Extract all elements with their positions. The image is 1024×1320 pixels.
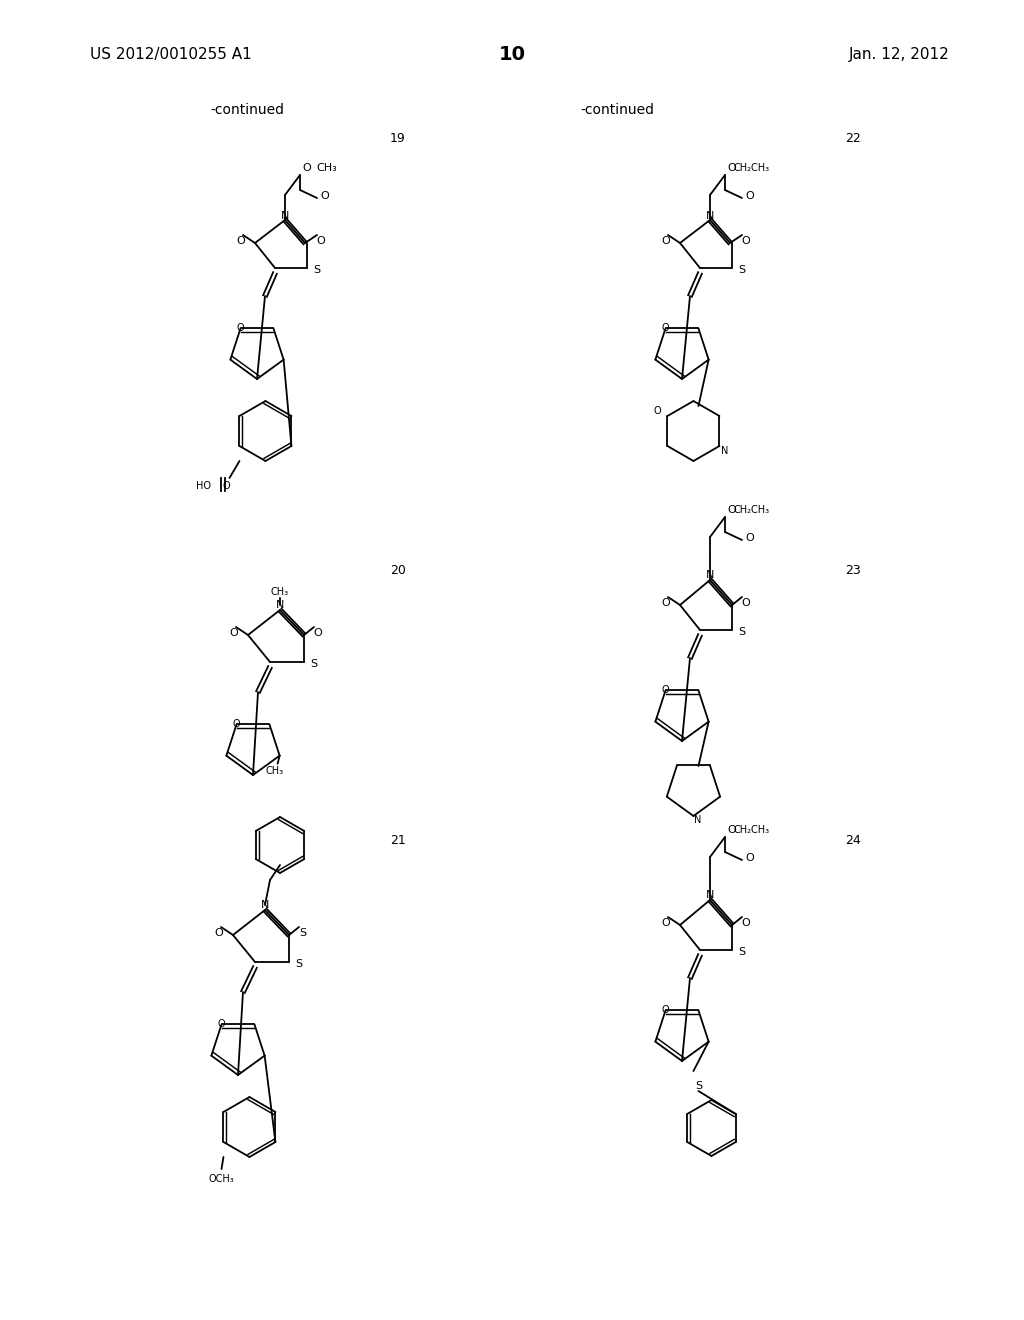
Text: O: O xyxy=(662,917,671,928)
Text: O: O xyxy=(741,598,751,609)
Text: O: O xyxy=(745,853,755,863)
Text: O: O xyxy=(741,236,751,246)
Text: O: O xyxy=(662,1006,670,1015)
Text: S: S xyxy=(310,659,317,669)
Text: O: O xyxy=(215,928,223,939)
Text: OCH₃: OCH₃ xyxy=(209,1173,234,1184)
Text: 19: 19 xyxy=(390,132,406,144)
Text: O: O xyxy=(741,917,751,928)
Text: N: N xyxy=(281,211,289,220)
Text: -continued: -continued xyxy=(210,103,284,117)
Text: N: N xyxy=(275,601,285,610)
Text: CH₃: CH₃ xyxy=(316,162,337,173)
Text: O: O xyxy=(662,323,670,334)
Text: O: O xyxy=(662,236,671,246)
Text: O: O xyxy=(237,323,245,334)
Text: 23: 23 xyxy=(845,564,861,577)
Text: N: N xyxy=(261,900,269,909)
Text: -continued: -continued xyxy=(580,103,654,117)
Text: CH₂CH₃: CH₂CH₃ xyxy=(734,506,770,515)
Text: N: N xyxy=(706,890,714,900)
Text: 20: 20 xyxy=(390,564,406,577)
Text: S: S xyxy=(299,928,306,939)
Text: O: O xyxy=(313,628,323,638)
Text: 22: 22 xyxy=(845,132,861,144)
Text: O: O xyxy=(316,236,326,246)
Text: O: O xyxy=(232,719,241,730)
Text: US 2012/0010255 A1: US 2012/0010255 A1 xyxy=(90,48,252,62)
Text: O: O xyxy=(218,1019,225,1030)
Text: N: N xyxy=(706,211,714,220)
Text: O: O xyxy=(653,407,662,416)
Text: O: O xyxy=(745,533,755,543)
Text: Jan. 12, 2012: Jan. 12, 2012 xyxy=(849,48,950,62)
Text: S: S xyxy=(695,1081,702,1092)
Text: O: O xyxy=(662,685,670,696)
Text: 24: 24 xyxy=(845,833,861,846)
Text: CH₃: CH₃ xyxy=(271,587,289,597)
Text: O: O xyxy=(321,191,330,201)
Text: 10: 10 xyxy=(499,45,525,65)
Text: CH₂CH₃: CH₂CH₃ xyxy=(734,825,770,836)
Text: S: S xyxy=(738,627,745,638)
Text: O: O xyxy=(222,480,230,491)
Text: N: N xyxy=(706,570,714,579)
Text: O: O xyxy=(229,628,239,638)
Text: S: S xyxy=(738,946,745,957)
Text: O: O xyxy=(728,162,736,173)
Text: O: O xyxy=(303,162,311,173)
Text: CH₂CH₃: CH₂CH₃ xyxy=(734,162,770,173)
Text: O: O xyxy=(745,191,755,201)
Text: O: O xyxy=(662,598,671,609)
Text: S: S xyxy=(738,265,745,275)
Text: 21: 21 xyxy=(390,833,406,846)
Text: O: O xyxy=(237,236,246,246)
Text: S: S xyxy=(313,265,321,275)
Text: N: N xyxy=(721,446,728,455)
Text: HO: HO xyxy=(197,480,212,491)
Text: CH₃: CH₃ xyxy=(265,766,284,776)
Text: O: O xyxy=(728,506,736,515)
Text: O: O xyxy=(728,825,736,836)
Text: N: N xyxy=(694,814,701,825)
Text: S: S xyxy=(296,960,302,969)
